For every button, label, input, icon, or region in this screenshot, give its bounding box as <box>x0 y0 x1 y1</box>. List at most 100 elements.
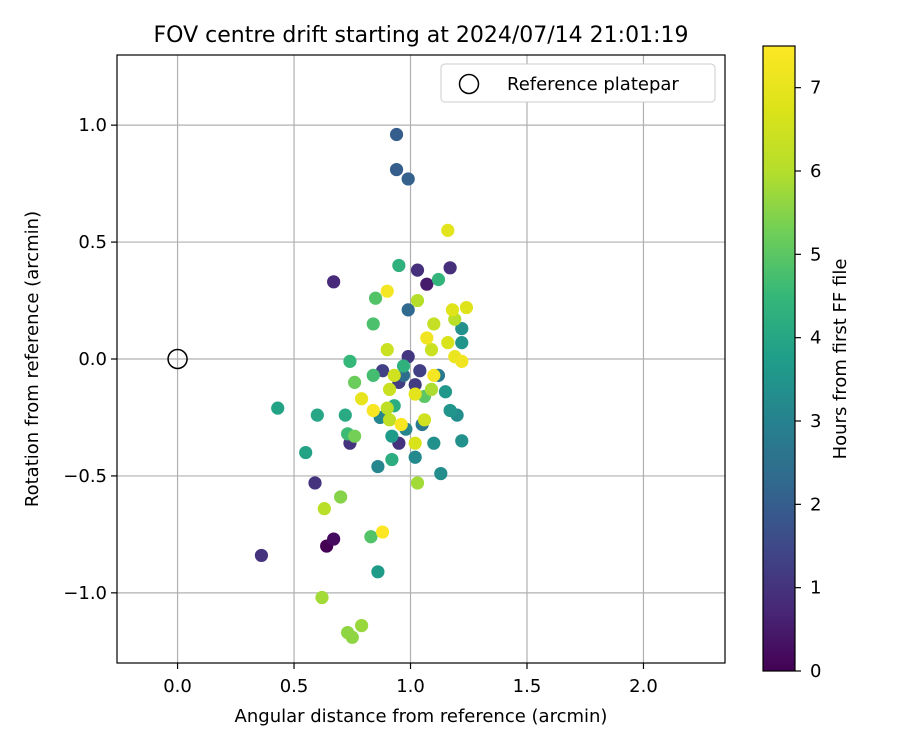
data-point <box>345 630 359 644</box>
colorbar-tick-label: 0 <box>810 661 821 682</box>
data-point <box>348 429 362 443</box>
data-point <box>396 368 411 382</box>
data-point <box>427 317 441 331</box>
data-point <box>396 359 411 373</box>
data-point <box>366 317 380 331</box>
colorbar: 0 1 2 3 4 5 6 7 Hours from first FF file <box>762 45 851 682</box>
data-point <box>401 303 415 317</box>
data-point <box>417 413 432 427</box>
data-point <box>366 368 380 382</box>
data-point <box>424 343 439 357</box>
colorbar-tick-label: 3 <box>810 411 821 432</box>
data-point <box>394 417 408 432</box>
y-axis-ticks: −1.0 −0.5 0.0 0.5 1.0 <box>63 115 117 604</box>
data-point <box>459 300 474 315</box>
data-point <box>382 413 397 427</box>
data-point <box>375 525 390 539</box>
colorbar-tick-label: 6 <box>810 161 821 182</box>
data-point <box>438 385 453 399</box>
data-point <box>338 408 352 422</box>
data-point <box>308 476 322 490</box>
data-point <box>364 530 378 544</box>
data-point <box>455 336 469 350</box>
data-point <box>348 375 362 389</box>
x-tick-label: 1.0 <box>396 676 425 697</box>
data-point <box>315 590 329 605</box>
data-point <box>408 436 422 450</box>
data-point <box>401 172 415 186</box>
colorbar-label: Hours from first FF file <box>830 259 851 460</box>
x-axis-label: Angular distance from reference (arcmin) <box>235 706 608 727</box>
colorbar-tick-label: 4 <box>810 328 821 349</box>
x-tick-label: 0.5 <box>280 676 309 697</box>
data-point <box>310 408 324 422</box>
x-axis-ticks: 0.0 0.5 1.0 1.5 2.0 <box>163 663 658 697</box>
data-point <box>343 354 357 368</box>
data-point <box>327 275 341 289</box>
colorbar-gradient <box>762 45 796 672</box>
data-point <box>366 403 380 418</box>
legend-entry-reference: Reference platepar <box>507 74 679 95</box>
y-axis-label: Rotation from reference (arcmin) <box>22 211 43 507</box>
data-point <box>380 401 394 415</box>
legend-box <box>440 63 716 103</box>
data-point <box>443 261 457 275</box>
data-point <box>410 293 425 308</box>
data-point <box>410 476 425 490</box>
data-point <box>389 127 404 142</box>
data-point <box>408 450 422 464</box>
y-tick-label: 0.0 <box>78 349 107 370</box>
legend-marker <box>458 73 480 95</box>
colorbar-ticks: 0 1 2 3 4 5 6 7 <box>795 78 821 682</box>
y-tick-label: 0.5 <box>78 232 107 253</box>
reference-marker <box>167 348 188 370</box>
data-point <box>382 382 397 396</box>
data-point <box>380 284 394 298</box>
data-point <box>443 403 457 418</box>
data-point <box>389 162 404 177</box>
data-point <box>327 532 341 546</box>
data-point <box>387 368 401 382</box>
data-point <box>455 434 469 448</box>
data-points <box>254 127 474 644</box>
data-point <box>368 291 383 305</box>
data-point <box>408 387 422 401</box>
colorbar-tick-label: 7 <box>810 78 821 99</box>
data-point <box>354 392 369 406</box>
data-point <box>455 322 469 336</box>
data-point <box>392 258 406 273</box>
data-point <box>455 354 469 368</box>
data-point <box>420 331 434 345</box>
data-point <box>431 272 446 287</box>
x-tick-label: 1.5 <box>513 676 542 697</box>
chart-title: FOV centre drift starting at 2024/07/14 … <box>154 23 689 48</box>
y-tick-label: 1.0 <box>78 115 107 136</box>
data-point <box>385 429 399 443</box>
data-point <box>371 459 385 474</box>
data-point <box>334 490 348 504</box>
data-point <box>408 378 422 392</box>
colorbar-tick-label: 5 <box>810 244 821 265</box>
grid <box>117 55 725 663</box>
legend: Reference platepar <box>440 63 716 103</box>
data-point <box>420 277 434 291</box>
data-point <box>299 445 313 460</box>
colorbar-tick-label: 1 <box>810 578 821 599</box>
data-point <box>427 368 441 382</box>
y-tick-label: −0.5 <box>63 466 107 487</box>
data-point <box>385 452 399 467</box>
data-point <box>434 466 448 481</box>
data-point <box>441 336 455 350</box>
y-tick-label: −1.0 <box>63 583 107 604</box>
colorbar-tick-label: 2 <box>810 494 821 515</box>
data-point <box>317 502 331 516</box>
x-tick-label: 2.0 <box>629 676 658 697</box>
data-point <box>441 223 455 237</box>
data-point <box>445 303 460 317</box>
data-point <box>371 565 385 579</box>
data-point <box>410 263 425 277</box>
data-point <box>254 548 269 563</box>
data-point <box>424 382 439 396</box>
data-point <box>271 401 285 415</box>
